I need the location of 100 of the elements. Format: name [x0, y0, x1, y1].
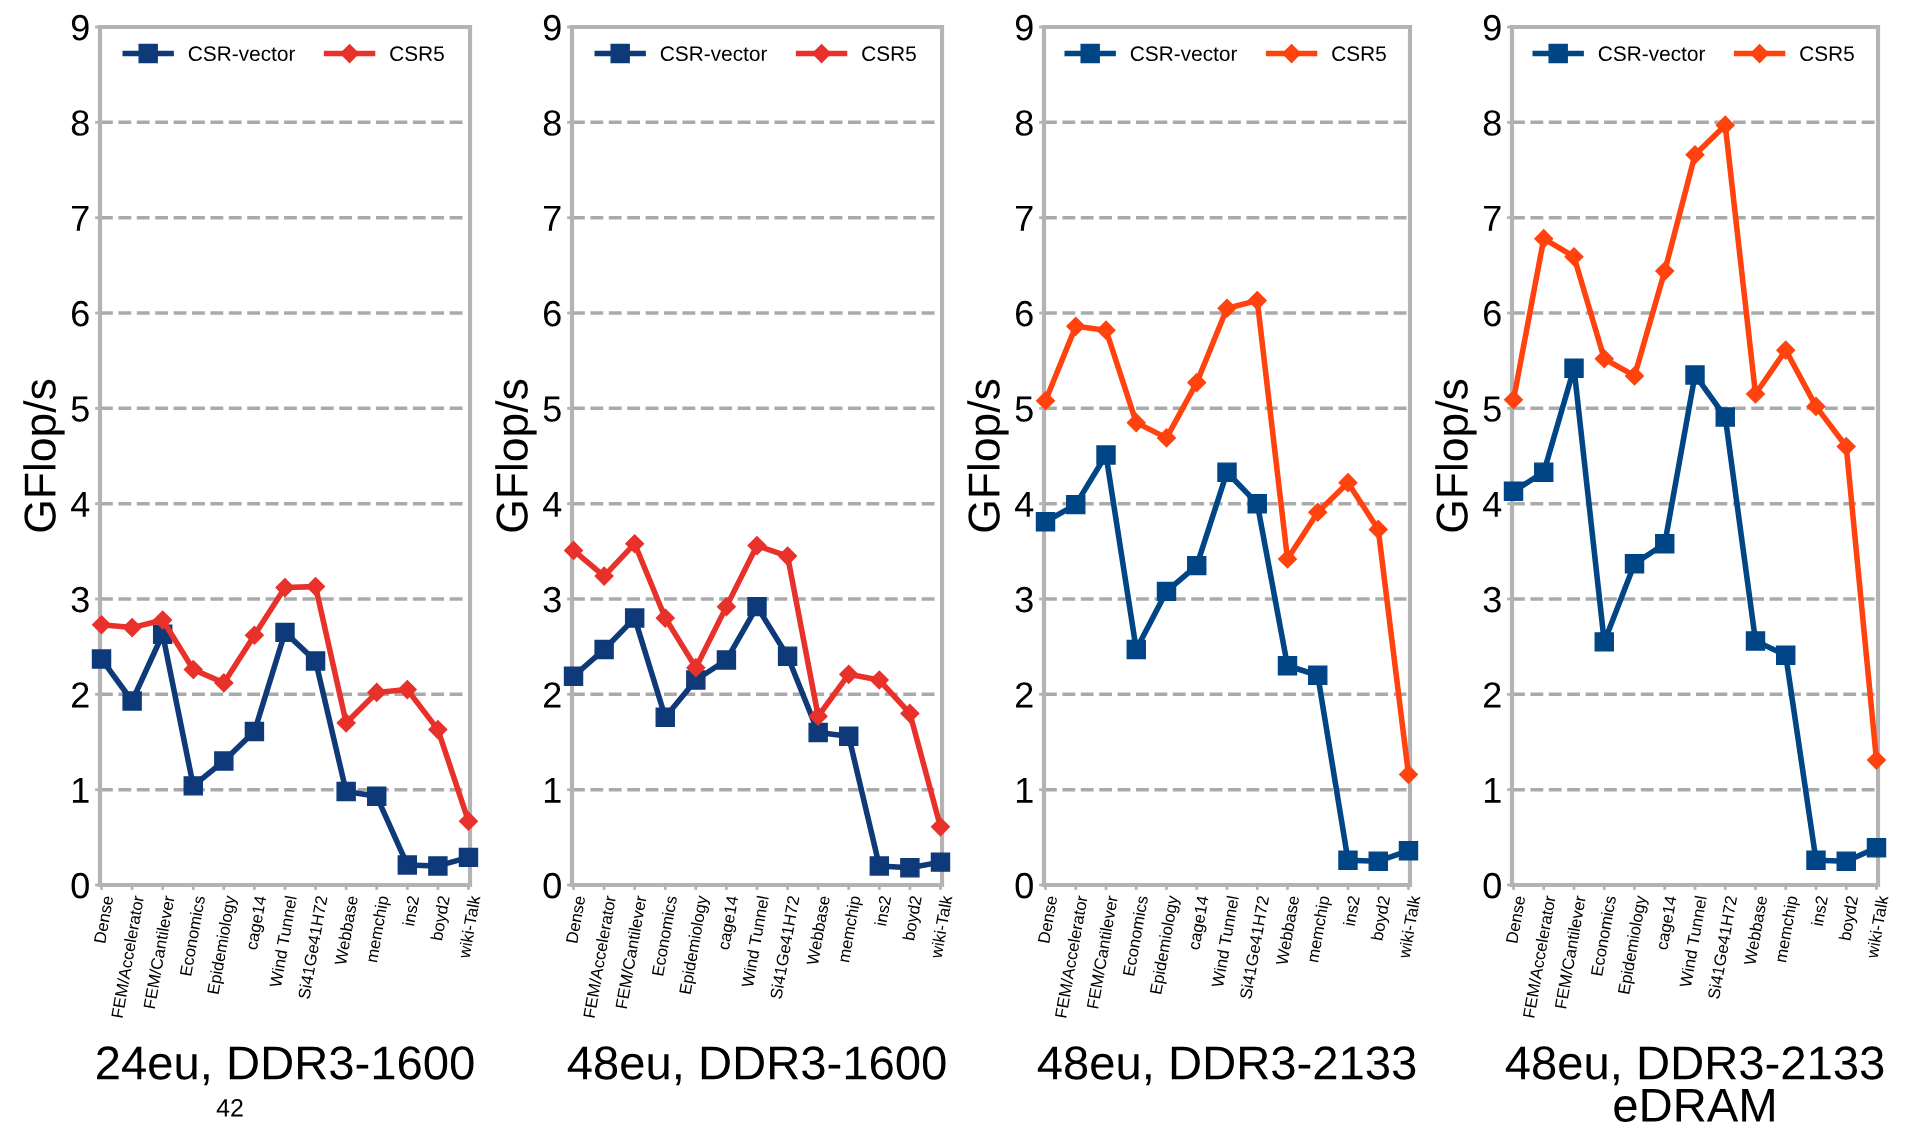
- point: [336, 781, 356, 802]
- point: [122, 691, 142, 711]
- x-tick-label: cage14: [1655, 895, 1680, 951]
- x-tick-label: wiki-Talk: [457, 894, 481, 959]
- x-tick-label: Wind Tunnel: [268, 895, 297, 989]
- point: [808, 706, 828, 726]
- y-tick-label: 7: [544, 205, 561, 231]
- point: [1156, 428, 1177, 448]
- point: [625, 534, 645, 554]
- point: [869, 670, 889, 690]
- y-tick-label: 9: [543, 14, 561, 41]
- y-tick-label: 1: [544, 777, 561, 803]
- point: [716, 597, 736, 617]
- point: [1685, 145, 1705, 165]
- text: 42: [216, 1099, 243, 1117]
- point: [1776, 340, 1796, 360]
- y-tick-label: 0: [71, 872, 89, 899]
- y-tick-label: 3: [543, 586, 561, 613]
- y-tick-label: 5: [543, 396, 561, 422]
- x-tick-label: Economics: [1590, 895, 1617, 976]
- point: [1217, 298, 1237, 318]
- x-tick-label: Webbase: [1275, 895, 1300, 966]
- point: [1035, 391, 1056, 411]
- point: [1594, 349, 1614, 369]
- point: [397, 855, 418, 875]
- legend-label: CSR5: [1332, 46, 1386, 62]
- x-tick-label: Webbase: [805, 895, 831, 966]
- x-tick-label: Wind Tunnel: [1210, 895, 1239, 989]
- y-tick-label: 6: [544, 300, 561, 327]
- point: [1564, 358, 1584, 379]
- y-tick-label: 6: [1484, 300, 1501, 327]
- y-tick-label: 3: [1483, 586, 1501, 613]
- point: [1277, 656, 1298, 676]
- legend-label: CSR-vector: [1598, 46, 1706, 62]
- point: [1624, 366, 1645, 386]
- x-tick-label: Economics: [179, 895, 206, 976]
- point: [91, 649, 112, 669]
- point: [458, 811, 479, 831]
- point: [397, 680, 417, 700]
- x-tick-label: memchip: [1306, 895, 1333, 963]
- point: [214, 751, 234, 771]
- point: [183, 660, 203, 680]
- point: [458, 847, 479, 868]
- point: [1066, 316, 1086, 336]
- x-tick-label: cage14: [245, 895, 270, 951]
- point: [1247, 291, 1267, 311]
- point: [1806, 396, 1826, 416]
- point: [275, 622, 295, 643]
- x-tick-label: boyd2: [1838, 895, 1862, 942]
- point: [686, 658, 706, 678]
- y-tick-label: 3: [71, 586, 89, 613]
- point: [367, 786, 387, 807]
- point: [153, 610, 173, 630]
- y-tick-label: 2: [72, 682, 89, 708]
- x-tick-label: memchip: [365, 895, 392, 963]
- point: [1806, 850, 1826, 870]
- point: [747, 596, 767, 617]
- y-tick-label: 7: [1016, 205, 1033, 231]
- y-tick-label: 3: [1015, 586, 1033, 613]
- y-tick-label: 0: [1483, 872, 1501, 899]
- x-tick-label: wiki-Talk: [1865, 894, 1889, 959]
- y-tick-label: 2: [1016, 682, 1033, 708]
- point: [716, 650, 737, 670]
- x-tick-label: Dense: [1505, 895, 1526, 943]
- x-tick-label: boyd2: [1370, 895, 1394, 942]
- y-tick-label: 9: [1015, 14, 1033, 41]
- y-tick-label: 0: [1015, 872, 1033, 899]
- y-tick-label: 1: [72, 777, 89, 803]
- y-tick-label: 6: [1016, 300, 1033, 327]
- y-tick-label: 8: [71, 110, 89, 136]
- legend-label: CSR-vector: [660, 46, 768, 62]
- point: [900, 858, 920, 878]
- point: [1836, 851, 1856, 871]
- point: [1624, 554, 1645, 574]
- point: [428, 856, 448, 876]
- point: [563, 540, 584, 560]
- point: [1096, 320, 1116, 340]
- x-tick-label: Economics: [651, 895, 678, 976]
- point: [930, 852, 951, 872]
- point: [91, 615, 112, 635]
- point: [1836, 436, 1856, 457]
- point: [1308, 502, 1328, 522]
- x-tick-label: Wind Tunnel: [740, 895, 769, 989]
- y-tick-label: 5: [1483, 396, 1501, 422]
- x-tick-label: Webbase: [1743, 895, 1768, 966]
- point: [594, 639, 614, 660]
- x-tick-label: boyd2: [430, 895, 454, 942]
- y-tick-label: 4: [71, 491, 90, 517]
- point: [1217, 462, 1237, 482]
- x-tick-label: Dense: [566, 895, 586, 943]
- point: [930, 817, 951, 837]
- legend-label: CSR-vector: [1130, 46, 1238, 62]
- point: [336, 713, 356, 733]
- y-tick-label: 8: [1015, 110, 1033, 136]
- point: [1685, 365, 1705, 385]
- point: [624, 608, 645, 628]
- point: [1338, 850, 1358, 870]
- point: [1398, 840, 1419, 861]
- x-tick-label: ins2: [1342, 895, 1360, 926]
- point: [1398, 764, 1419, 784]
